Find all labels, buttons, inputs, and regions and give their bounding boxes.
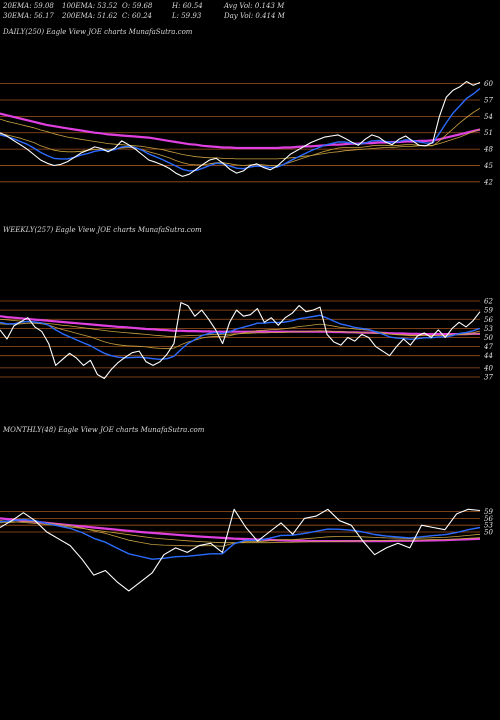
y-tick-label: 50 [484,334,493,342]
y-tick-label: 59 [484,508,493,516]
y-tick-label: 40 [483,364,493,372]
ema-fast-line [0,87,481,172]
price-line [0,508,481,592]
price-line [0,80,481,177]
ema200-label: 200EMA: 51.62 [62,12,118,20]
y-tick-label: 53 [484,325,493,333]
daily-panel-title: DAILY(250) Eagle View JOE charts MunafaS… [3,28,193,36]
y-tick-label: 60 [484,80,493,88]
low-label: L: 59.93 [172,12,202,20]
ema30-label: 30EMA: 56.17 [3,12,54,20]
ema100-label: 100EMA: 53.52 [62,2,118,10]
y-tick-label: 54 [484,113,493,121]
panel-0: 60 57 54 51 48 45 42 [0,80,493,186]
y-tick-label: 47 [483,343,493,351]
y-tick-label: 42 [483,178,493,186]
y-tick-label: 53 [484,522,493,530]
ema-long-line [0,112,481,150]
y-tick-label: 56 [484,316,493,324]
ema-long-line [0,315,480,336]
close-label: C: 60.24 [122,12,152,20]
y-tick-label: 62 [484,298,493,306]
high-label: H: 60.54 [172,2,203,10]
y-tick-label: 45 [483,162,493,170]
ema-mid-line [0,107,481,166]
y-tick-label: 59 [484,307,493,315]
price-line [0,302,481,380]
open-label: O: 59.68 [122,2,153,10]
y-tick-label: 44 [483,352,493,360]
y-tick-label: 51 [484,129,493,137]
ema-fast-line [0,314,481,360]
y-tick-label: 57 [484,97,493,105]
ema-fast-line [0,518,481,560]
y-tick-label: 48 [483,146,493,154]
day-vol-label: Day Vol: 0.414 M [224,12,285,20]
ema20-label: 20EMA: 59.08 [3,2,54,10]
y-tick-label: 37 [484,373,493,381]
monthly-panel-title: MONTHLY(48) Eagle View JOE charts Munafa… [3,426,205,434]
ema-long-line [0,517,481,543]
avg-vol-label: Avg Vol: 0.143 M [224,2,285,10]
ema-slow-line [0,118,481,160]
y-tick-label: 50 [484,529,493,537]
weekly-panel-title: WEEKLY(257) Eagle View JOE charts Munafa… [3,226,202,234]
ema-mid-line [0,322,481,350]
y-tick-label: 56 [484,515,493,523]
